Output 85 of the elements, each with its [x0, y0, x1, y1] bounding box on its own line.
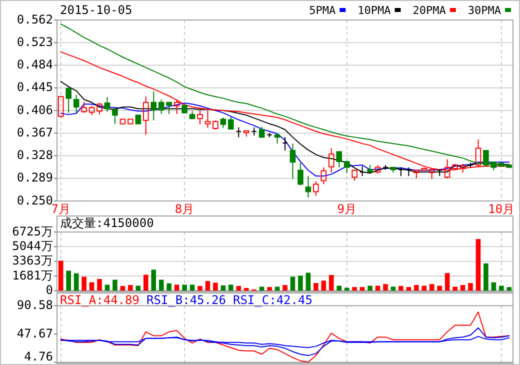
- bar: [82, 276, 86, 291]
- bar: [452, 286, 458, 291]
- bar: [429, 284, 434, 291]
- text: RSI_C:42.45: [232, 293, 312, 307]
- bar: [306, 272, 311, 291]
- y-tick-label: 0.445: [16, 80, 53, 94]
- bar: [66, 270, 71, 291]
- bar: [228, 284, 234, 291]
- bar: [298, 276, 303, 291]
- bar: [74, 273, 79, 291]
- bar: [383, 284, 388, 291]
- bar: [174, 284, 180, 291]
- x-tick-label: 9月: [337, 202, 356, 216]
- bar: [166, 283, 172, 291]
- bar: [460, 285, 466, 291]
- bar: [97, 279, 102, 291]
- bar: [437, 286, 442, 291]
- bar: [360, 287, 365, 291]
- bar: [213, 282, 218, 291]
- text: 成交量:4150000: [60, 216, 154, 230]
- x-tick-label: 8月: [174, 202, 194, 216]
- y-tick-label: 0.289: [16, 170, 53, 185]
- bar: [336, 286, 342, 291]
- y-tick-label: 0.523: [16, 34, 53, 49]
- bar: [282, 285, 288, 291]
- bar: [414, 285, 419, 291]
- x-tick-label: 7月: [51, 202, 70, 216]
- bar: [58, 260, 64, 291]
- bar: [158, 280, 164, 291]
- legend-label: 20PMA: [412, 4, 446, 17]
- y-tick-label: 0.328: [16, 148, 53, 162]
- bar: [368, 286, 372, 291]
- y-tick-label: 0: [46, 282, 53, 297]
- y-tick-label: 0.367: [16, 125, 53, 140]
- y-tick-label: 3363万: [12, 254, 53, 268]
- bar: [398, 286, 404, 291]
- bar: [136, 286, 141, 291]
- bar: [236, 286, 242, 291]
- y-tick-label: 4.76: [24, 349, 53, 364]
- bar: [267, 287, 272, 291]
- bar: [476, 239, 481, 291]
- bar: [406, 287, 412, 291]
- bar: [274, 286, 280, 291]
- bar: [314, 283, 318, 291]
- y-tick-label: 6725万: [12, 224, 53, 238]
- bar: [328, 274, 334, 291]
- bar: [104, 284, 110, 291]
- bar: [344, 288, 350, 291]
- bar: [390, 286, 396, 291]
- y-tick-label: 0.250: [16, 193, 53, 208]
- bar: [190, 284, 195, 291]
- legend-label: 5PMA: [309, 4, 336, 17]
- bar: [244, 288, 249, 291]
- bar: [484, 263, 488, 291]
- bar: [259, 286, 264, 291]
- bar: [444, 273, 450, 291]
- y-tick-label: 5044万: [12, 238, 53, 253]
- text: RSI_A:44.89: [60, 293, 140, 307]
- bar: [151, 270, 156, 291]
- y-tick-label: 47.67: [16, 326, 53, 340]
- x-tick-label: 10月: [488, 202, 515, 216]
- bar: [352, 287, 357, 291]
- bar: [182, 284, 187, 291]
- bar: [198, 286, 202, 291]
- bar: [321, 280, 326, 291]
- bar: [128, 285, 133, 291]
- bar: [120, 286, 126, 291]
- legend-label: 10PMA: [358, 4, 392, 17]
- bar: [375, 286, 380, 291]
- bar: [422, 286, 427, 291]
- bar: [143, 274, 148, 291]
- bar: [468, 283, 473, 291]
- text: RSI_B:45.26: [146, 293, 226, 307]
- y-tick-label: 0.484: [16, 58, 53, 72]
- bar: [205, 281, 210, 291]
- bar: [499, 286, 504, 291]
- legend-label: 30PMA: [468, 4, 502, 17]
- chart-title: 2015-10-05: [60, 3, 132, 17]
- y-tick-label: 0.562: [16, 12, 53, 26]
- bar: [112, 280, 118, 291]
- y-tick-label: 1681万: [12, 268, 53, 282]
- bar: [506, 287, 512, 291]
- y-tick-label: 90.58: [16, 298, 53, 312]
- y-tick-label: 0.406: [16, 102, 53, 117]
- bar: [290, 276, 296, 291]
